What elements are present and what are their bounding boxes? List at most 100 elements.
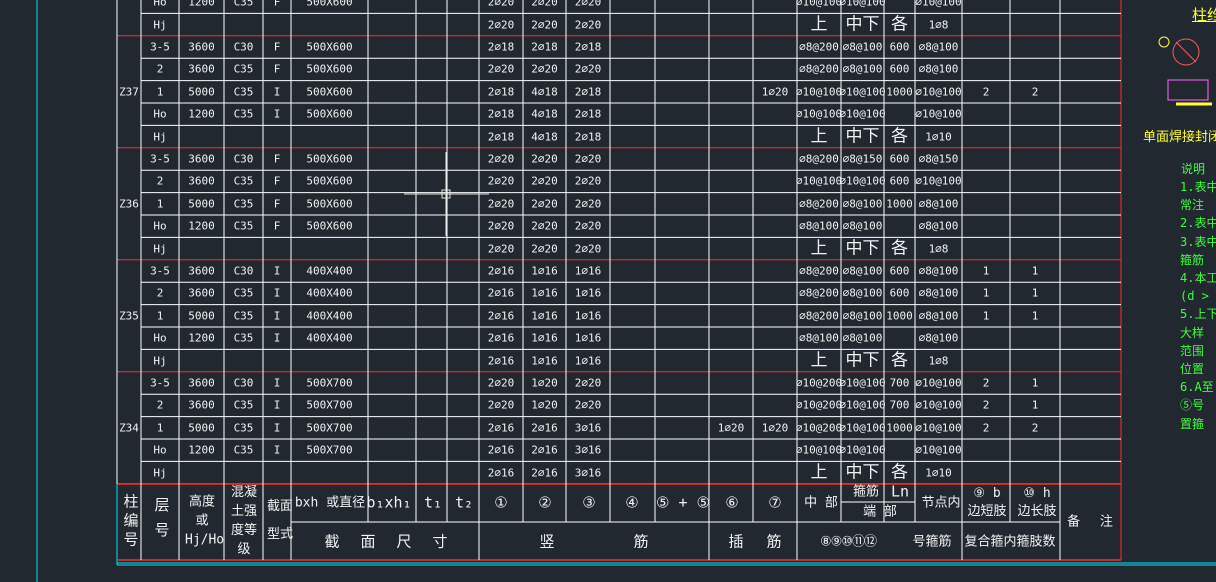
cell-size: 500X600 <box>306 62 353 76</box>
cell-h: 3600 <box>188 286 215 300</box>
cell-v2: 2⌀20 <box>531 197 558 211</box>
header-section-size: 截 面 尺 寸 <box>324 532 454 551</box>
column-id: Z37 <box>119 85 139 99</box>
cell-node: 1⌀10 <box>925 130 952 144</box>
header-middle: 中 部 <box>804 495 838 511</box>
cell-conc: C35 <box>233 398 254 412</box>
note-line: 箍筋 <box>1180 252 1205 267</box>
cell-v3: 2⌀20 <box>574 219 602 233</box>
cell-s2: ⌀10@100 <box>839 107 886 121</box>
cell-node: ⌀10@100 <box>915 398 962 412</box>
cell-h: 3600 <box>188 40 215 54</box>
cell-h: 5000 <box>188 85 215 99</box>
cell-size: 500X700 <box>306 376 353 390</box>
cell-type: I <box>273 398 281 412</box>
cell-floor: 1 <box>156 197 164 211</box>
cell-size: 500X600 <box>306 85 353 99</box>
cell-v2: 2⌀16 <box>531 443 558 457</box>
cell-v1: 2⌀18 <box>487 85 515 99</box>
cell-s1: 上 <box>810 462 828 483</box>
cell-v1: 2⌀20 <box>487 62 515 76</box>
cell-v3: 2⌀20 <box>574 197 602 211</box>
cell-size: 500X600 <box>306 0 353 9</box>
header-remark: 备 注 <box>1067 514 1113 530</box>
cell-size: 400X400 <box>306 309 353 323</box>
header-col-no: 柱编号 <box>121 493 140 551</box>
cell-v3: 2⌀20 <box>574 398 602 412</box>
cell-v1: 2⌀16 <box>487 331 515 345</box>
cell-conc: C30 <box>233 40 254 54</box>
cell-node: 1⌀8 <box>928 242 949 256</box>
header-b-side: ⑨ b 边短肢 <box>967 486 1007 519</box>
cell-s1: ⌀8@100 <box>799 331 839 345</box>
cell-v3: 2⌀20 <box>574 174 602 188</box>
cell-hh: 1 <box>1031 398 1039 412</box>
cell-hh: 1 <box>1031 286 1039 300</box>
cell-v2: 1⌀16 <box>531 286 558 300</box>
marker-circle <box>1158 36 1170 48</box>
cell-s1: ⌀10@100 <box>795 107 843 121</box>
header-c2: ② <box>538 493 552 512</box>
cell-v1: 2⌀20 <box>487 18 515 32</box>
cell-s2: ⌀10@100 <box>839 0 886 9</box>
cell-v2: 2⌀18 <box>531 40 558 54</box>
hoop-symbol <box>1172 38 1200 66</box>
cell-v3: 2⌀20 <box>574 152 602 166</box>
cell-v2: 2⌀20 <box>531 62 558 76</box>
cell-node: ⌀10@100 <box>915 0 962 9</box>
cell-conc: C35 <box>233 219 254 233</box>
cell-s1: ⌀10@100 <box>795 85 843 99</box>
crosshair-cursor <box>404 152 489 236</box>
cell-hh: 1 <box>1031 309 1039 323</box>
header-stirrup: 箍筋 <box>852 484 880 500</box>
cell-type: I <box>273 309 281 323</box>
cell-size: 400X400 <box>306 264 353 278</box>
cell-s2: ⌀10@100 <box>839 421 886 435</box>
header-node-inner: 节点内 <box>921 495 961 511</box>
cell-s1: ⌀10@100 <box>795 174 843 188</box>
cursor-box <box>441 189 451 199</box>
cell-size: 400X400 <box>306 286 353 300</box>
weld-label: 单面焊接封闭 <box>1143 130 1216 145</box>
cell-s2: ⌀8@100 <box>842 264 883 278</box>
cell-v2: 2⌀20 <box>531 242 558 256</box>
cell-type: F <box>273 152 281 166</box>
cell-b: 2 <box>982 398 990 412</box>
cell-b: 2 <box>982 421 990 435</box>
header-c7: ⑦ <box>768 493 782 512</box>
cell-floor: Ho <box>153 107 167 121</box>
cell-v1: 2⌀20 <box>487 0 515 9</box>
cell-type: I <box>273 376 281 390</box>
header-c4: ④ <box>625 493 639 512</box>
cell-v1: 2⌀18 <box>487 40 515 54</box>
cell-v3: 2⌀18 <box>574 107 602 121</box>
cell-v3: 1⌀16 <box>574 354 602 368</box>
header-section-type: 截面型式 <box>267 499 294 542</box>
cell-node: ⌀8@100 <box>918 286 959 300</box>
note-line: ⑤号 <box>1180 398 1205 413</box>
cell-b: 1 <box>982 309 990 323</box>
cell-v1: 2⌀16 <box>487 286 515 300</box>
cell-type: F <box>273 40 281 54</box>
cell-type: I <box>273 107 281 121</box>
note-line: 位置 <box>1180 362 1205 376</box>
header-vertical: 竖 筋 <box>539 532 649 551</box>
cell-v3: 2⌀20 <box>574 62 602 76</box>
cell-floor: Hj <box>153 130 167 144</box>
cell-ln: 600 <box>889 264 910 278</box>
cell-h: 1200 <box>188 219 215 233</box>
cell-s2: 中下 <box>845 462 880 483</box>
cell-s2: ⌀8@100 <box>842 197 883 211</box>
cell-type: I <box>273 85 281 99</box>
cell-size: 500X700 <box>306 421 353 435</box>
cell-s2: ⌀8@100 <box>842 62 883 76</box>
cell-node: ⌀10@100 <box>915 443 962 457</box>
cell-conc: C35 <box>233 197 254 211</box>
cell-conc: C30 <box>233 376 254 390</box>
cell-v1: 2⌀20 <box>487 242 515 256</box>
cell-floor: 3-5 <box>150 376 170 390</box>
cell-conc: C35 <box>233 443 254 457</box>
cell-v3: 2⌀18 <box>574 130 602 144</box>
cell-ln: 各 <box>891 14 908 35</box>
